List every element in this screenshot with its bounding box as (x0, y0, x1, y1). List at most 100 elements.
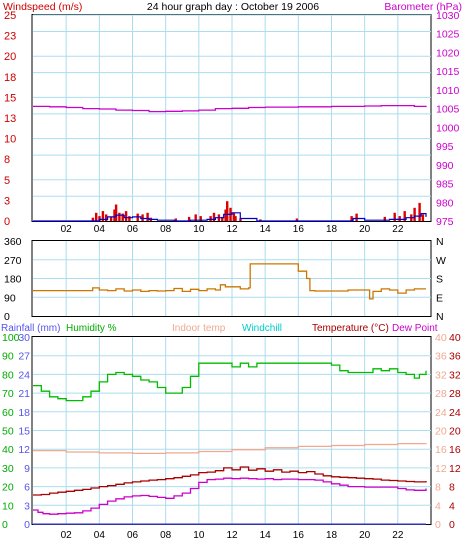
wind-speed-bar (383, 216, 386, 221)
legend-windchill: Windchill (242, 323, 282, 334)
indoor-temp-tick-36: 36 (435, 351, 447, 363)
x-tick-16-bottom: 16 (293, 530, 305, 541)
x-tick-20-top: 20 (359, 224, 371, 235)
wind-speed-bar (224, 209, 227, 221)
x-tick-12-bottom: 12 (226, 530, 238, 541)
temperature-tick-12: 12 (449, 463, 461, 475)
rain-tick-70: 70 (2, 388, 14, 400)
rain-tick-50: 50 (2, 426, 14, 438)
wind-tick-20: 20 (4, 51, 16, 63)
wind-tick-5: 5 (4, 175, 10, 187)
indoor-temp-tick-0: 0 (435, 519, 441, 531)
wind-speed-bar (146, 212, 149, 221)
wind-tick-0: 0 (4, 216, 10, 228)
wind-tick-23: 23 (4, 31, 16, 43)
compass-tick-E-3: E (436, 292, 443, 304)
wind-speed-bar (393, 212, 396, 221)
temperature-tick-20: 20 (449, 426, 461, 438)
wind-speed-bar (114, 204, 118, 221)
temperature-tick-24: 24 (449, 407, 461, 419)
x-tick-22-top: 22 (392, 224, 404, 235)
rain-tick-60: 60 (2, 407, 14, 419)
barometer-line (33, 104, 427, 113)
wind-speed-bar (194, 214, 197, 221)
wind-tick-13: 13 (4, 113, 16, 125)
direction-tick-0: 0 (4, 311, 10, 323)
x-tick-10-bottom: 10 (193, 530, 205, 541)
x-tick-06-bottom: 06 (127, 530, 139, 541)
temperature-tick-16: 16 (449, 444, 461, 456)
data-marks (33, 104, 427, 525)
temperature-tick-8: 8 (449, 482, 455, 494)
baro-tick-1000: 1000 (436, 122, 460, 134)
wind-speed-bar (212, 212, 216, 221)
indoor-temp-tick-40: 40 (435, 332, 447, 344)
x-tick-18-bottom: 18 (326, 530, 338, 541)
x-tick-04-top: 04 (94, 224, 106, 235)
direction-grid (33, 241, 431, 316)
indoor-temp-tick-28: 28 (435, 388, 447, 400)
wind-baro-grid (33, 14, 431, 221)
temperature-tick-36: 36 (449, 351, 461, 363)
indoor-temp-tick-8: 8 (435, 482, 441, 494)
x-tick-02-top: 02 (61, 224, 73, 235)
wind-tick-3: 3 (4, 195, 10, 207)
barometer-axis-label: Barometer (hPa) (384, 1, 462, 13)
humidity-tick-9: 9 (24, 463, 30, 475)
legend-humidity: Humidity % (66, 323, 117, 334)
humidity-tick-30: 30 (18, 332, 30, 344)
wind-speed-bar (350, 216, 353, 221)
x-tick-08-top: 08 (160, 224, 172, 235)
wind-speed-bar (174, 218, 177, 221)
direction-tick-270: 270 (4, 255, 22, 267)
wind-speed-bar (128, 216, 131, 221)
x-tick-10-top: 10 (193, 224, 205, 235)
temperature-tick-4: 4 (449, 500, 455, 512)
compass-tick-N-4: N (436, 311, 444, 323)
baro-tick-1005: 1005 (436, 104, 460, 116)
compass-tick-W-1: W (436, 255, 446, 267)
humidity-tick-6: 6 (24, 482, 30, 494)
x-tick-02-bottom: 02 (61, 530, 73, 541)
wind-speed-bar (421, 214, 425, 221)
wind-speed-bar (259, 219, 262, 221)
temperature-tick-32: 32 (449, 369, 461, 381)
direction-tick-360: 360 (4, 236, 22, 248)
wind-tick-15: 15 (4, 92, 16, 104)
wind-speed-bar (101, 211, 105, 221)
x-tick-04-bottom: 04 (94, 530, 106, 541)
chart-title: 24 hour graph day : October 19 2006 (147, 1, 319, 13)
x-tick-12-top: 12 (226, 224, 238, 235)
wind-speed-bar (109, 216, 113, 221)
wind-speed-bar (118, 212, 121, 221)
baro-tick-1010: 1010 (436, 85, 460, 97)
x-tick-14-top: 14 (260, 224, 272, 235)
indoor-temp-tick-16: 16 (435, 444, 447, 456)
direction-tick-90: 90 (4, 292, 16, 304)
wind-tick-10: 10 (4, 134, 16, 146)
rain-tick-100: 100 (2, 332, 20, 344)
dew-point-line (33, 477, 427, 515)
rain-tick-30: 30 (2, 463, 14, 475)
baro-tick-975: 975 (436, 216, 454, 228)
wind-speed-bar (95, 212, 98, 221)
baro-tick-1015: 1015 (436, 66, 460, 78)
baro-tick-995: 995 (436, 141, 454, 153)
indoor-temp-tick-4: 4 (435, 500, 441, 512)
compass-tick-S-2: S (436, 274, 443, 286)
indoor-temp-tick-20: 20 (435, 426, 447, 438)
x-tick-18-top: 18 (326, 224, 338, 235)
wind-speed-bar (124, 211, 128, 221)
wind-speed-axis-label: Windspeed (m/s) (3, 1, 82, 13)
humidity-tick-18: 18 (18, 407, 30, 419)
temperature-line (33, 466, 427, 496)
baro-tick-1030: 1030 (436, 10, 460, 22)
rain-tick-10: 10 (2, 500, 14, 512)
wind-speed-bar (418, 202, 421, 221)
wind-speed-bar (221, 216, 224, 221)
legend-dew-point: Dew Point (392, 323, 438, 334)
wind-tick-25: 25 (4, 10, 16, 22)
wind-speed-bar (413, 207, 416, 221)
